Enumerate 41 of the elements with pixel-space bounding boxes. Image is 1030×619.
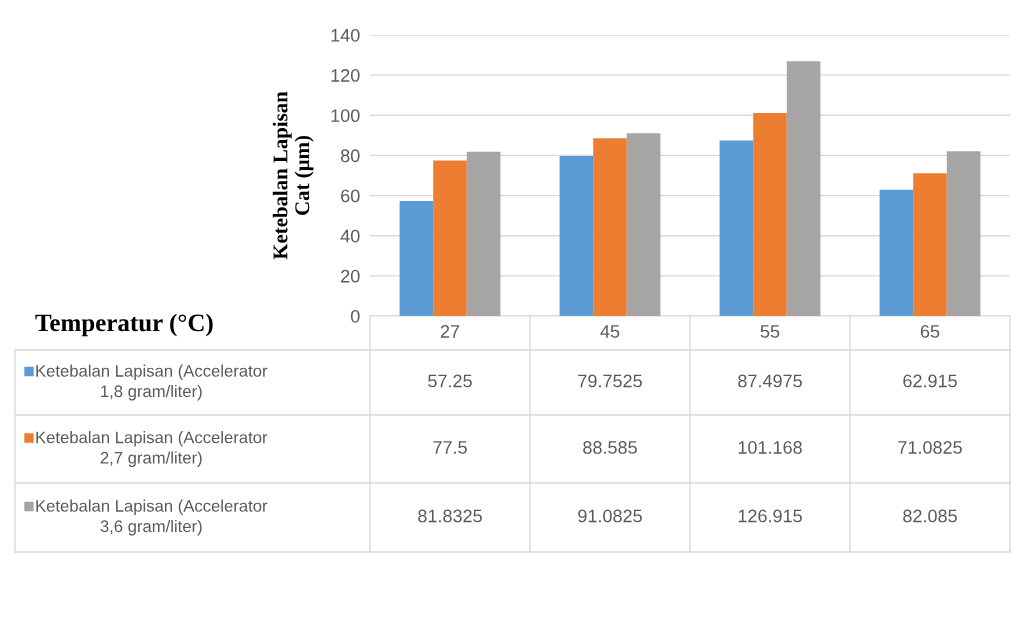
y-tick-label: 40 [340, 229, 360, 243]
bar [399, 201, 434, 316]
legend-label: Ketebalan Lapisan (Accelerator 3,6 gram/liter) [36, 499, 268, 536]
bar [753, 112, 787, 316]
legend-label: Ketebalan Lapisan (Accelerator 2,7 gram/liter) [36, 431, 268, 467]
x-tick-label: 27 [440, 325, 460, 338]
data-label: 77.5 [433, 441, 467, 454]
bar [466, 151, 501, 316]
bar [879, 189, 914, 316]
y-axis-title: Ketebalan Lapisan Cat (µm) [272, 91, 314, 260]
data-label: 101.168 [738, 441, 802, 454]
x-tick-label: 55 [760, 325, 780, 338]
legend-label: Ketebalan Lapisan (Accelerator 1,8 gram/liter) [36, 364, 268, 401]
y-tick-label: 120 [331, 69, 360, 82]
data-label: 88.585 [583, 441, 637, 454]
y-tick-label: 80 [340, 149, 360, 163]
bar [593, 138, 627, 316]
y-tick-label: 0 [350, 309, 360, 323]
bar [913, 173, 947, 316]
data-label: 81.8325 [418, 509, 482, 523]
x-tick-label: 65 [920, 325, 940, 338]
y-tick-label: 20 [341, 269, 360, 283]
bar [559, 155, 594, 316]
data-label: 87.4975 [738, 374, 802, 388]
data-label: 91.0825 [578, 509, 642, 523]
y-tick-label: 60 [341, 189, 360, 203]
bar [433, 160, 467, 316]
y-tick-label: 140 [331, 28, 360, 42]
bar [786, 61, 821, 316]
data-label: 82.085 [903, 509, 957, 523]
bar [946, 151, 981, 316]
x-tick-label: 45 [600, 325, 620, 338]
x-axis-title: Temperatur (°C) [35, 313, 213, 337]
bar [719, 140, 754, 316]
data-label: 57.25 [428, 374, 472, 388]
data-label: 62.915 [903, 374, 957, 388]
y-tick-label: 100 [331, 109, 360, 123]
bar [626, 133, 661, 316]
data-label: 126.915 [738, 509, 802, 523]
data-label: 79.7525 [578, 374, 642, 388]
data-label: 71.0825 [898, 441, 962, 454]
